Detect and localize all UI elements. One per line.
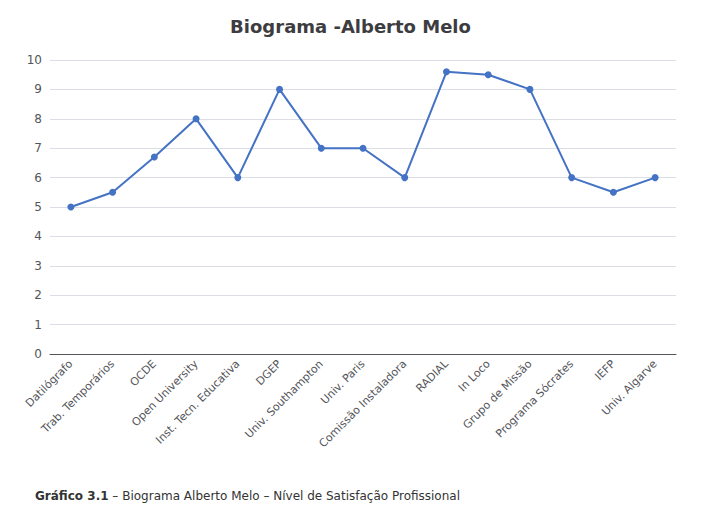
- svg-text:Biograma -Alberto Melo: Biograma -Alberto Melo: [230, 16, 471, 37]
- svg-text:3: 3: [34, 259, 42, 273]
- svg-text:DGEP: DGEP: [253, 357, 284, 388]
- svg-text:Gráfico 3.1: Gráfico 3.1: [35, 489, 109, 503]
- svg-text:9: 9: [34, 82, 42, 96]
- svg-text:OCDE: OCDE: [127, 357, 159, 389]
- svg-text:Univ. Algarve: Univ. Algarve: [599, 357, 660, 418]
- svg-text:Programa Sócrates: Programa Sócrates: [493, 357, 576, 440]
- svg-text:Grupo de Missão: Grupo de Missão: [460, 357, 534, 431]
- svg-text:6: 6: [34, 171, 42, 185]
- svg-text:Trab. Temporários: Trab. Temporários: [38, 357, 117, 436]
- svg-text:Univ. Southampton: Univ. Southampton: [242, 357, 325, 440]
- svg-text:Comissão Instaladora: Comissão Instaladora: [317, 357, 410, 450]
- svg-text:5: 5: [34, 200, 42, 214]
- svg-text:In Loco: In Loco: [456, 357, 493, 394]
- svg-text:7: 7: [34, 141, 42, 155]
- svg-text:Open University: Open University: [129, 357, 201, 429]
- svg-text:8: 8: [34, 112, 42, 126]
- svg-text:IEFP: IEFP: [592, 357, 618, 383]
- svg-text:Datilógrafo: Datilógrafo: [23, 357, 76, 410]
- svg-text:1: 1: [34, 318, 42, 332]
- svg-text:0: 0: [34, 347, 42, 361]
- svg-text:4: 4: [34, 229, 42, 243]
- svg-text:RADIAL: RADIAL: [414, 357, 452, 395]
- svg-text:– Biograma Alberto Melo – Níve: – Biograma Alberto Melo – Nível de Satis…: [109, 489, 460, 503]
- svg-text:Inst. Tecn. Educativa: Inst. Tecn. Educativa: [153, 357, 242, 446]
- svg-text:2: 2: [34, 288, 42, 302]
- svg-text:10: 10: [27, 53, 42, 67]
- svg-text:Univ. Paris: Univ. Paris: [318, 357, 368, 407]
